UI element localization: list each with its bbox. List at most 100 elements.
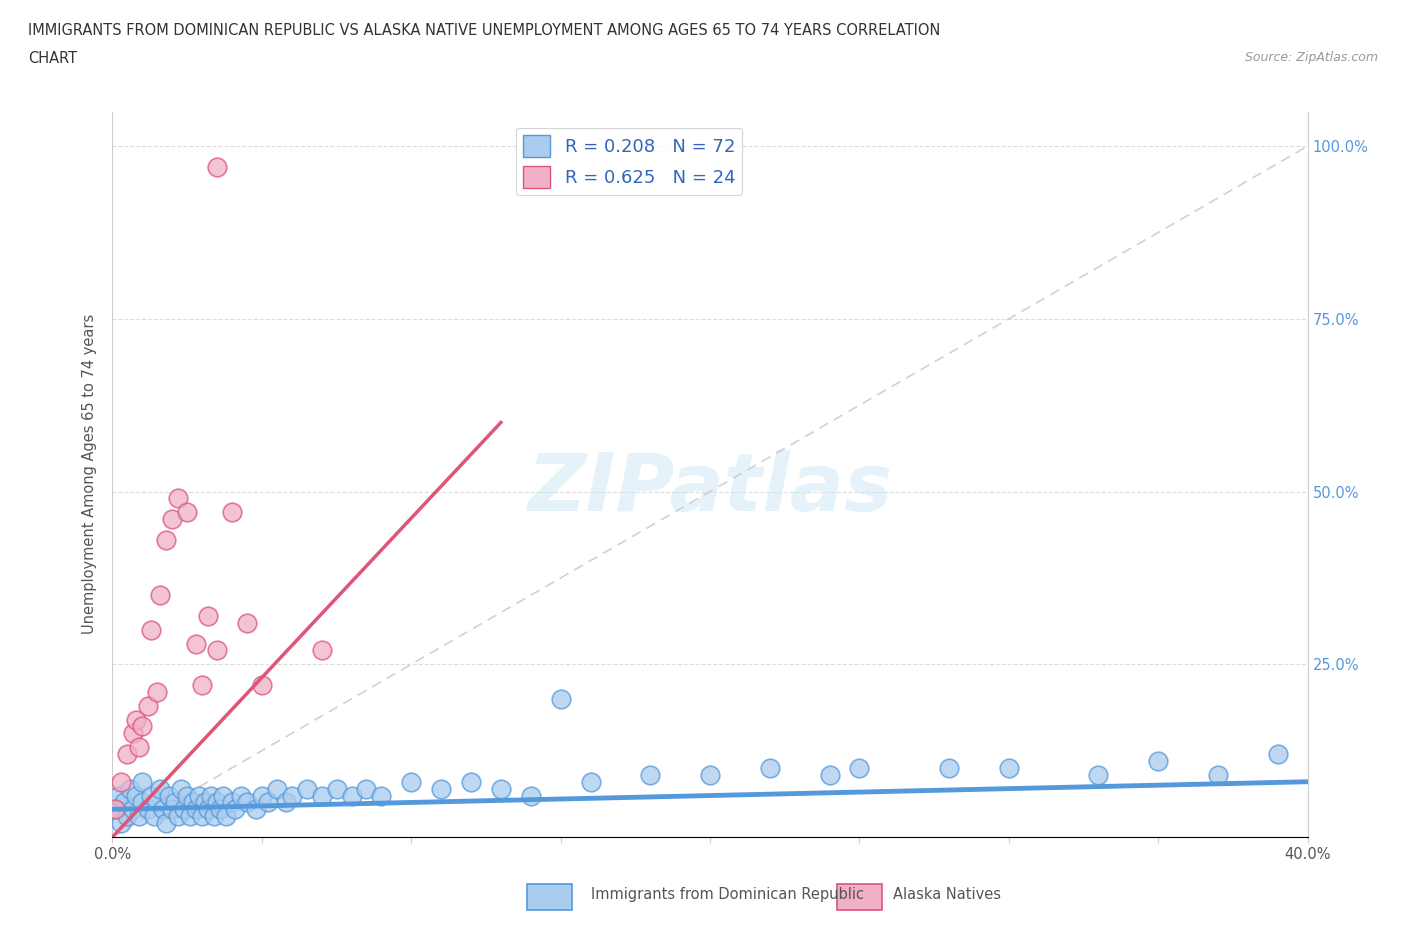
Point (274, 795, 297, 810)
Point (550, 691, 572, 706)
Text: Alaska Natives: Alaska Natives (893, 887, 1001, 902)
Point (194, 795, 217, 810)
Point (1206, 767, 1229, 782)
Point (325, 781, 347, 796)
Point (205, 643, 228, 658)
Point (340, 788, 363, 803)
Point (401, 775, 423, 790)
Point (200, 788, 222, 803)
Point (173, 802, 195, 817)
Point (128, 739, 150, 754)
Point (157, 788, 180, 803)
Point (155, 816, 177, 830)
Point (155, 533, 177, 548)
Point (311, 643, 333, 658)
Point (114, 795, 135, 810)
Point (295, 781, 318, 796)
Point (138, 802, 160, 817)
Point (117, 809, 139, 824)
Point (489, 781, 512, 796)
Point (146, 795, 169, 810)
Point (141, 788, 163, 803)
Point (125, 788, 148, 803)
Point (104, 802, 127, 817)
Point (122, 726, 145, 741)
Text: CHART: CHART (28, 51, 77, 66)
Point (131, 775, 153, 790)
Point (110, 775, 132, 790)
Point (167, 491, 190, 506)
Point (186, 636, 208, 651)
Point (162, 512, 183, 526)
Point (209, 802, 232, 817)
Point (143, 809, 166, 824)
Point (188, 788, 211, 803)
Point (170, 781, 193, 796)
Point (938, 761, 960, 776)
Point (236, 616, 259, 631)
Point (197, 608, 219, 623)
Text: Immigrants from Dominican Republic: Immigrants from Dominican Republic (591, 887, 863, 902)
Point (179, 809, 201, 824)
Point (110, 816, 132, 830)
Point (460, 775, 482, 790)
Point (221, 795, 243, 810)
Point (176, 788, 198, 803)
Point (120, 781, 142, 796)
Point (699, 767, 721, 782)
Point (149, 588, 172, 603)
Point (266, 781, 288, 796)
Point (191, 678, 214, 693)
Point (311, 788, 333, 803)
Point (236, 795, 259, 810)
Point (281, 788, 304, 803)
Point (221, 505, 243, 520)
Point (205, 795, 228, 810)
Point (430, 781, 453, 796)
Point (186, 802, 208, 817)
Point (202, 809, 225, 824)
Point (117, 747, 139, 762)
Point (165, 795, 187, 810)
Point (146, 684, 169, 699)
Point (356, 781, 378, 796)
Point (759, 761, 782, 776)
Point (1267, 747, 1289, 762)
Point (818, 767, 841, 782)
Point (131, 795, 153, 810)
Point (107, 788, 129, 803)
Point (250, 678, 273, 693)
Text: Source: ZipAtlas.com: Source: ZipAtlas.com (1244, 51, 1378, 64)
Point (149, 781, 172, 796)
Point (257, 795, 280, 810)
Point (250, 788, 273, 803)
Point (176, 505, 198, 520)
Point (191, 809, 214, 824)
Text: ZIPatlas: ZIPatlas (527, 450, 893, 528)
Point (131, 719, 153, 734)
Point (579, 775, 602, 790)
Text: IMMIGRANTS FROM DOMINICAN REPUBLIC VS ALASKA NATIVE UNEMPLOYMENT AMONG AGES 65 T: IMMIGRANTS FROM DOMINICAN REPUBLIC VS AL… (28, 23, 941, 38)
Point (128, 809, 150, 824)
Point (104, 802, 127, 817)
Point (122, 802, 145, 817)
Point (181, 795, 204, 810)
Point (370, 788, 392, 803)
Point (215, 809, 238, 824)
Point (205, 159, 228, 174)
Point (138, 698, 160, 713)
Point (152, 802, 174, 817)
Point (141, 622, 163, 637)
Point (229, 788, 252, 803)
Point (640, 767, 662, 782)
Point (1147, 753, 1170, 768)
Point (167, 809, 190, 824)
Point (1087, 767, 1109, 782)
Point (197, 802, 219, 817)
Y-axis label: Unemployment Among Ages 65 to 74 years: Unemployment Among Ages 65 to 74 years (82, 314, 97, 634)
Point (520, 788, 543, 803)
Point (125, 712, 148, 727)
Point (998, 761, 1021, 776)
Point (212, 788, 235, 803)
Point (848, 761, 870, 776)
